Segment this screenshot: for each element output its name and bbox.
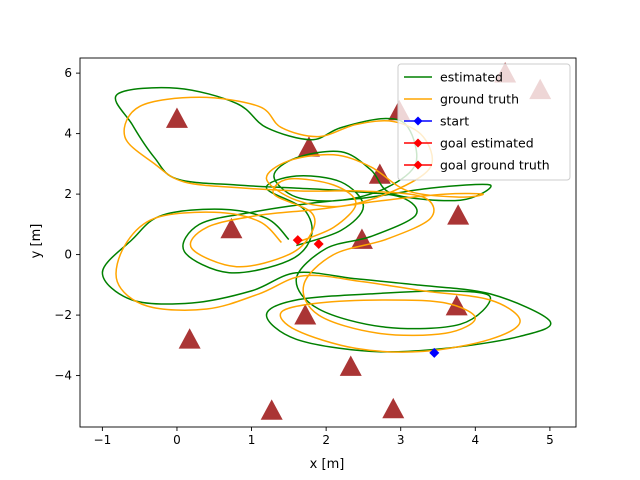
landmark-marker xyxy=(297,136,320,157)
y-tick-label: 4 xyxy=(64,127,72,141)
x-axis-label: x [m] xyxy=(310,457,345,472)
y-tick-label: 2 xyxy=(64,187,72,201)
plot-frame xyxy=(79,57,577,428)
x-tick-label: 3 xyxy=(397,433,405,447)
marker-goal-estimated xyxy=(313,239,324,250)
y-tick-label: 0 xyxy=(64,248,72,262)
legend-label: start xyxy=(440,114,469,129)
legend-swatch-marker xyxy=(413,138,423,148)
x-tick-label: 2 xyxy=(322,433,330,447)
legend-label: goal estimated xyxy=(440,136,534,151)
y-tick-label: −4 xyxy=(54,369,72,383)
series-line-ground-truth xyxy=(115,96,521,353)
axes-layer: −1 0 1 2 3 4 5 −4 −2 0 2 4 6 xyxy=(54,57,577,447)
landmark-marker xyxy=(294,304,317,325)
landmark-marker xyxy=(165,107,188,128)
legend-swatch-marker xyxy=(413,116,423,126)
legend-label: estimated xyxy=(440,70,503,85)
x-tick-label: −1 xyxy=(94,433,112,447)
series-layer xyxy=(101,86,552,358)
y-tick-label: 6 xyxy=(64,66,72,80)
legend-label: ground truth xyxy=(440,92,519,107)
x-tick-label: 5 xyxy=(546,433,554,447)
y-tick-label: −2 xyxy=(54,308,72,322)
legend-box xyxy=(397,63,571,181)
landmark-marker xyxy=(178,328,201,349)
legend-label: goal ground truth xyxy=(440,158,550,173)
landmark-marker xyxy=(368,163,391,184)
landmark-marker xyxy=(260,399,283,420)
marker-goal-ground-truth xyxy=(292,235,303,246)
x-tick-label: 4 xyxy=(471,433,479,447)
landmark-marker xyxy=(382,397,405,419)
y-axis-label: y [m] xyxy=(29,224,44,259)
landmark-marker xyxy=(447,204,470,225)
landmark-marker xyxy=(339,355,362,376)
x-tick-label: 0 xyxy=(173,433,181,447)
series-line-estimated xyxy=(101,86,552,353)
x-tick-label: 1 xyxy=(248,433,256,447)
landmark-marker xyxy=(220,217,243,239)
legend-swatch-marker xyxy=(413,160,423,170)
legend: estimated ground truth start goal estimated… xyxy=(397,63,571,181)
marker-start xyxy=(429,347,440,358)
